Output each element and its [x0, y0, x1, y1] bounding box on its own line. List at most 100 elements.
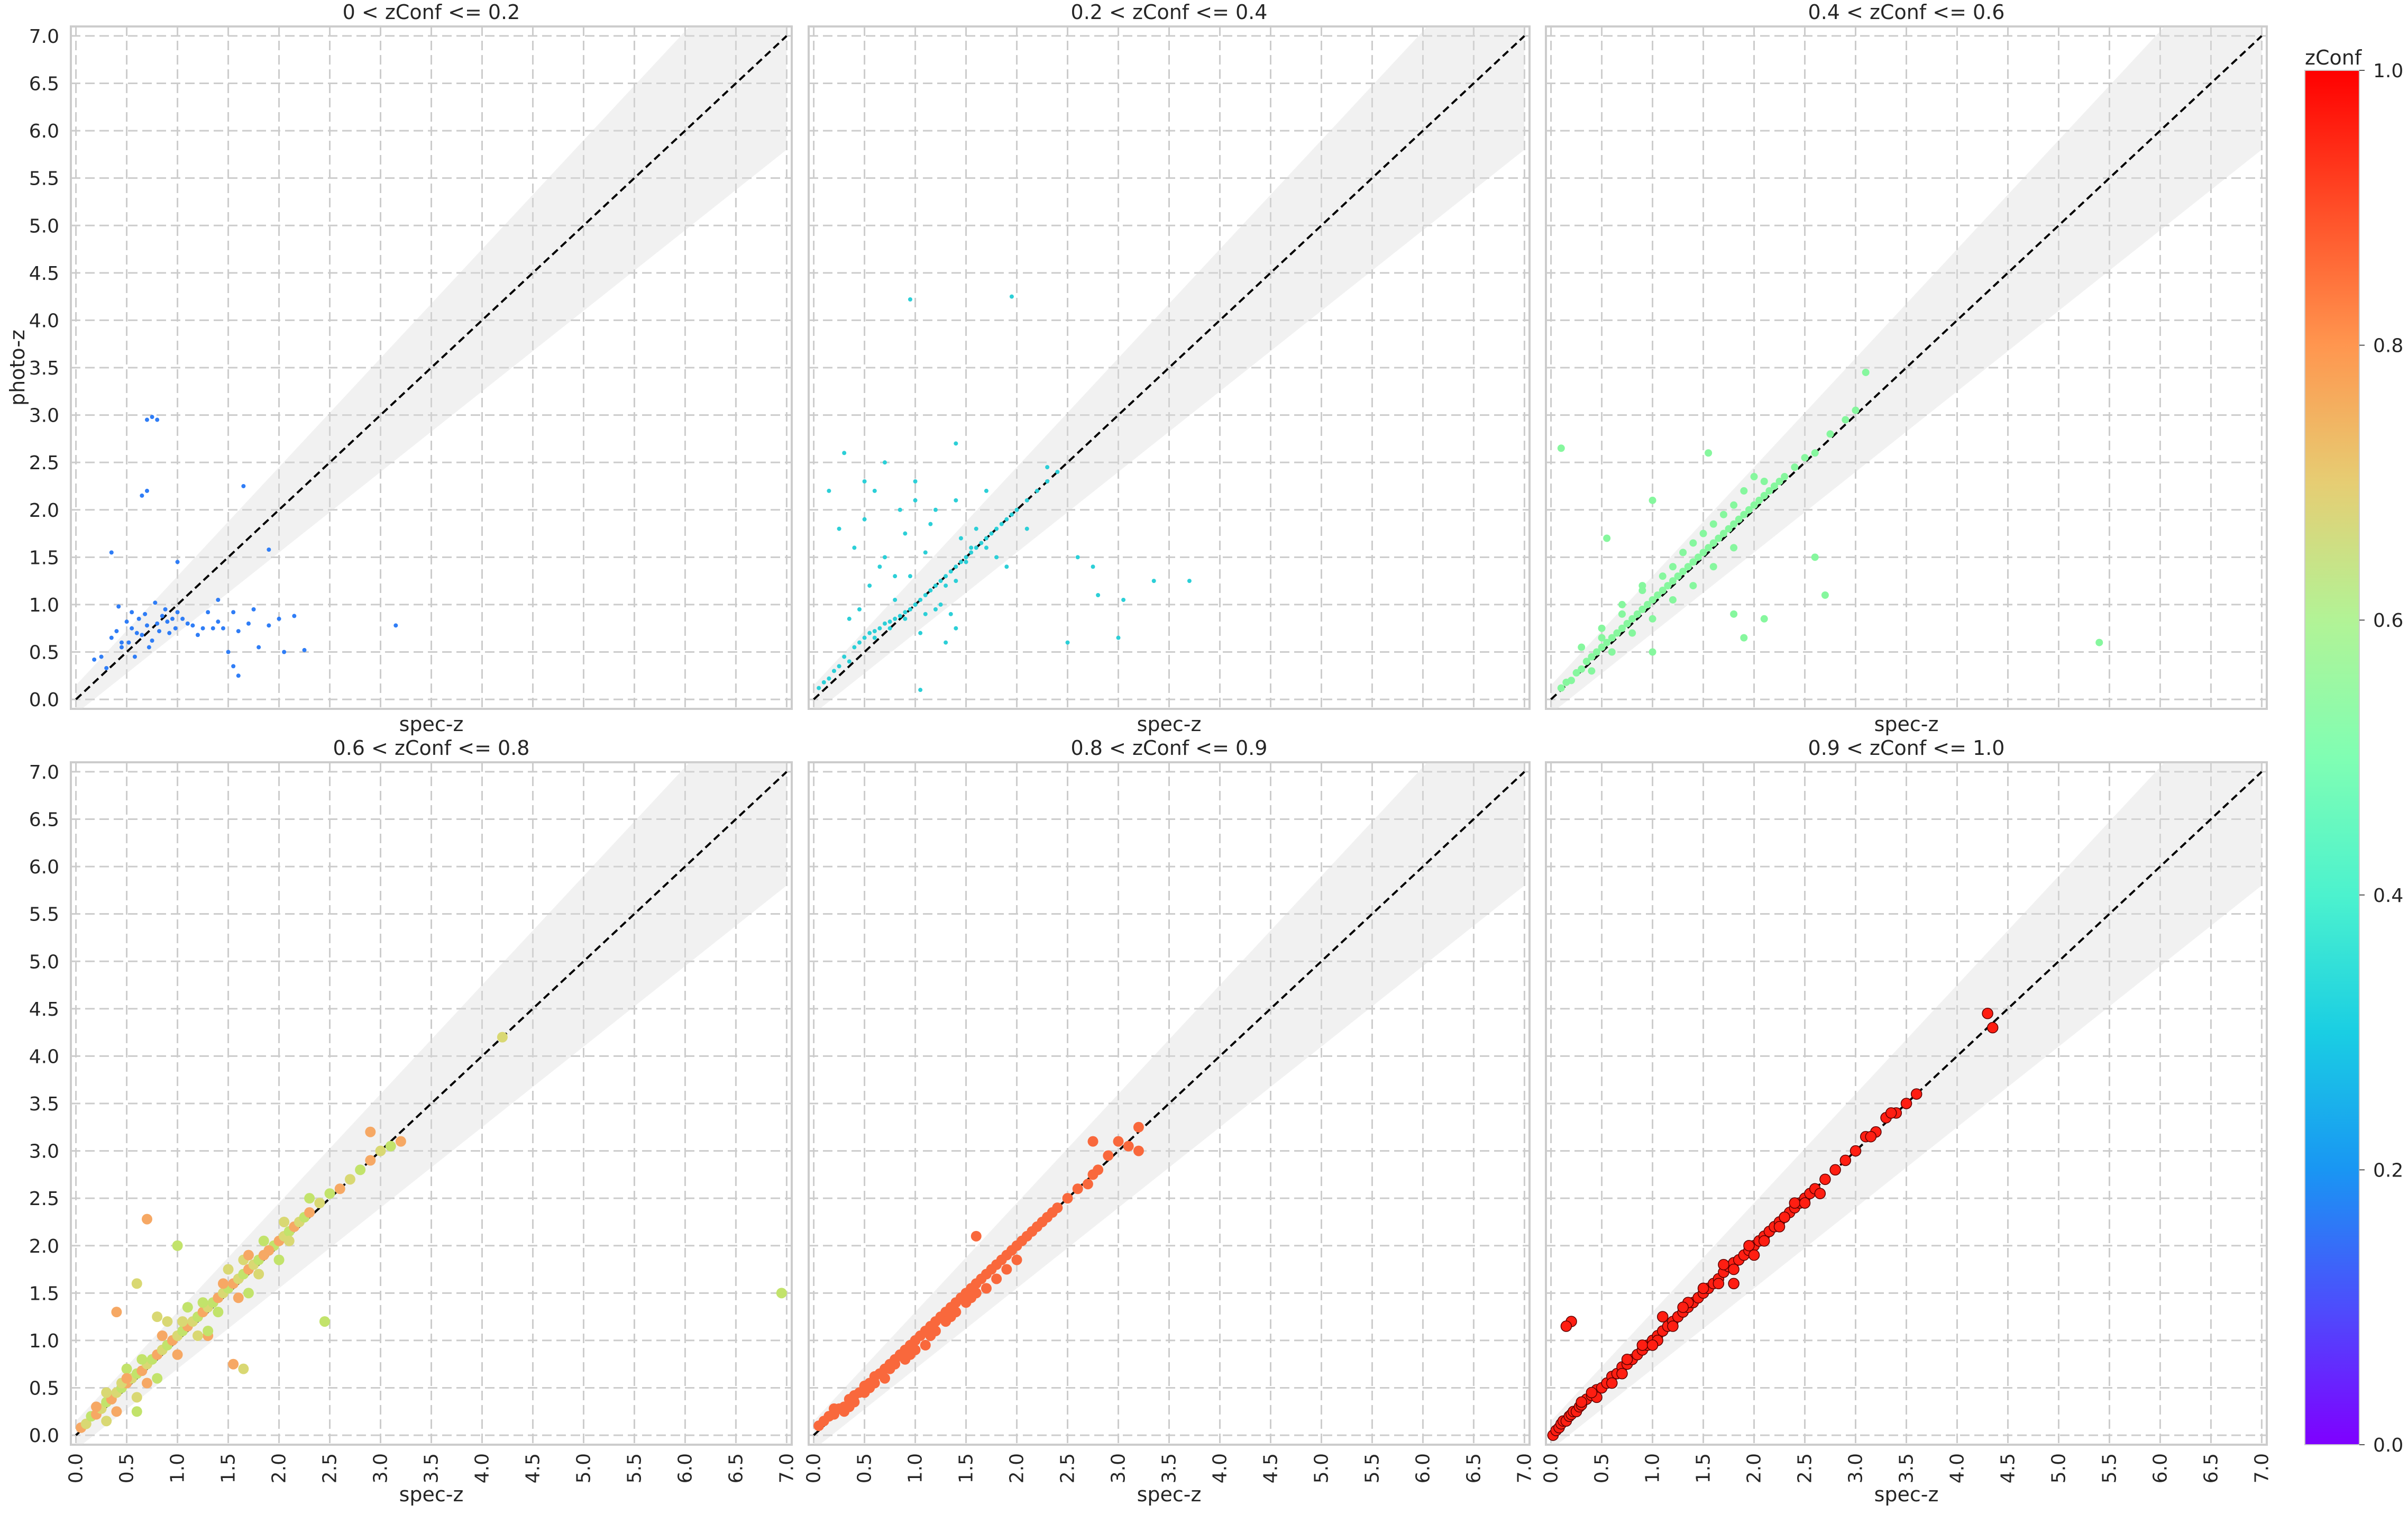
data-point [192, 1330, 203, 1341]
data-point [1133, 1121, 1144, 1133]
data-point [1001, 1264, 1012, 1275]
data-point [974, 526, 978, 531]
x-tick-label: 4.0 [1946, 1453, 1968, 1483]
y-tick-label: 0.0 [29, 1425, 59, 1447]
data-point [958, 560, 963, 564]
x-tick-label: 6.0 [2149, 1453, 2171, 1483]
data-point [144, 417, 149, 422]
data-point [954, 579, 958, 583]
data-point [1730, 520, 1738, 528]
x-tick-label: 4.5 [1997, 1453, 2019, 1483]
tolerance-band [76, 26, 787, 709]
data-point [241, 484, 246, 488]
data-point [872, 488, 877, 493]
data-point [185, 621, 190, 626]
x-tick-label: 4.0 [471, 1453, 493, 1483]
data-point [1709, 563, 1717, 571]
data-point [1649, 496, 1656, 504]
data-point [1715, 534, 1723, 542]
panel-title: 0.8 < zConf <= 0.9 [1071, 736, 1268, 760]
data-point [1638, 605, 1646, 613]
data-point [152, 1373, 163, 1384]
data-points [817, 294, 1192, 692]
data-point [984, 488, 988, 493]
data-point [989, 531, 994, 536]
x-tick-label: 6.0 [1412, 1453, 1434, 1483]
data-point [831, 669, 836, 673]
data-point [162, 1316, 173, 1327]
data-point [101, 1387, 112, 1398]
data-point [109, 550, 114, 555]
data-point [1730, 501, 1738, 509]
data-point [216, 619, 221, 624]
data-point [817, 686, 821, 690]
data-point [1598, 643, 1606, 651]
data-point [1819, 1173, 1831, 1185]
data-point [1638, 582, 1646, 590]
panel-6: 0.9 < zConf <= 1.0 0.0 0.5 1.0 1.5 2.0 2.5 3.0 3… [1541, 736, 2273, 1506]
data-point [1659, 587, 1667, 595]
y-tick-label: 1.0 [29, 1330, 59, 1352]
data-point [1009, 512, 1014, 517]
data-point [1618, 624, 1626, 632]
data-point [1667, 1320, 1679, 1332]
x-tick-label: 1.0 [167, 1453, 189, 1483]
data-point [898, 614, 902, 618]
data-point [226, 650, 231, 654]
data-point [1755, 496, 1763, 504]
data-point [1719, 530, 1727, 537]
data-point [1743, 1240, 1755, 1252]
data-point [920, 1339, 931, 1351]
x-tick-label: 1.0 [905, 1453, 927, 1483]
data-point [203, 1326, 214, 1336]
y-tick-label: 7.0 [29, 26, 59, 48]
x-tick-label: 3.0 [1108, 1453, 1130, 1483]
data-point [1730, 610, 1738, 618]
data-point [165, 619, 170, 624]
data-point [882, 460, 887, 465]
data-point [167, 631, 172, 635]
data-point [136, 1354, 148, 1365]
data-point [221, 626, 225, 631]
data-point [1811, 553, 1819, 561]
data-point [1713, 1278, 1725, 1290]
colorbar-ticks: 0.0 0.2 0.4 0.6 0.8 1.0 [2359, 60, 2403, 1456]
data-point [136, 616, 141, 621]
data-point [182, 1302, 193, 1313]
y-tick-label: 4.5 [29, 999, 59, 1020]
data-point [938, 602, 943, 607]
data-point [1775, 478, 1783, 485]
data-point [1576, 1396, 1587, 1408]
data-point [1014, 507, 1019, 512]
data-point [231, 610, 236, 615]
y-tick-label: 1.5 [29, 547, 59, 569]
data-point [90, 1401, 102, 1412]
data-point [974, 545, 978, 550]
data-point [253, 1269, 264, 1280]
data-point [837, 526, 841, 531]
data-point [944, 583, 948, 588]
identity-line [1550, 35, 2263, 700]
data-point [1760, 491, 1768, 499]
x-axis-label: spec-z [1137, 713, 1202, 736]
y-tick-label: 2.5 [29, 1188, 59, 1210]
data-point [283, 1235, 295, 1246]
data-point [1633, 610, 1641, 618]
data-point [1852, 406, 1860, 414]
data-point [1910, 1088, 1922, 1100]
data-point [1588, 667, 1596, 675]
data-point [172, 1349, 183, 1360]
data-point [267, 623, 271, 628]
y-tick-label: 7.0 [29, 762, 59, 783]
data-point [1760, 615, 1768, 623]
data-point [1814, 1188, 1826, 1199]
x-tick-label: 3.0 [1845, 1453, 1867, 1483]
tolerance-band [1551, 26, 2262, 709]
data-point [954, 626, 958, 631]
data-point [964, 560, 968, 564]
data-point [160, 614, 164, 618]
x-axis-label: spec-z [1874, 1483, 1939, 1506]
data-point [1608, 634, 1616, 642]
data-point [1582, 658, 1590, 665]
data-point [903, 610, 908, 615]
